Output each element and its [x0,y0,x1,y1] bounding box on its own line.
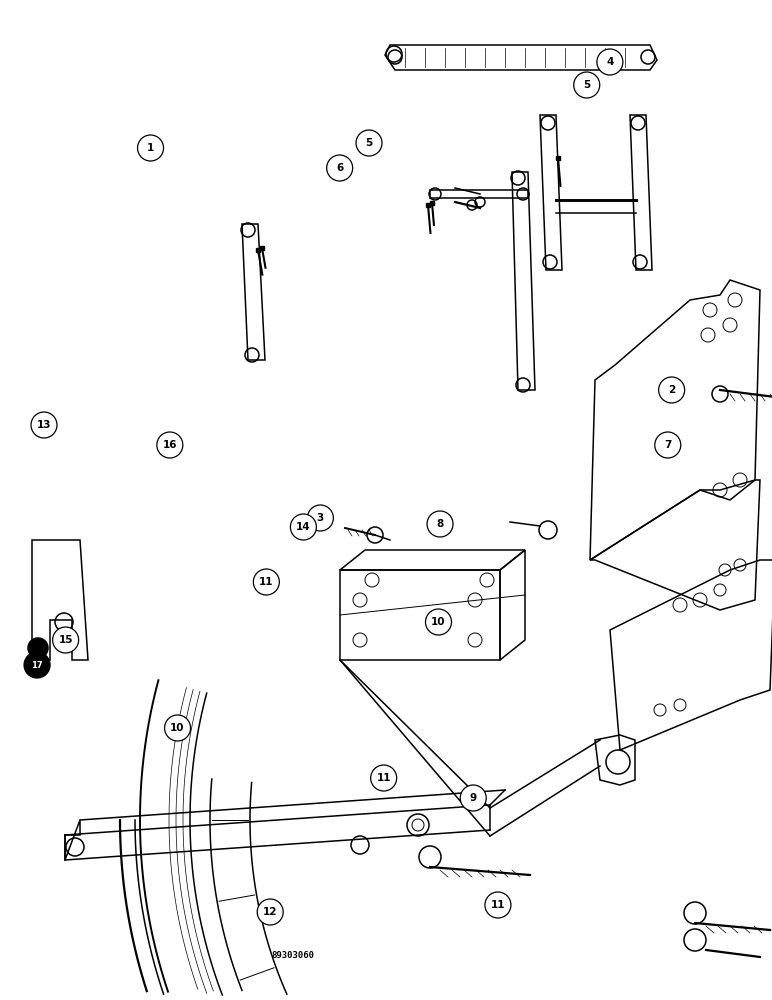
Text: 11: 11 [259,577,273,587]
Text: 11: 11 [491,900,505,910]
Circle shape [659,377,685,403]
Circle shape [327,155,353,181]
Text: 4: 4 [606,57,614,67]
Circle shape [164,715,191,741]
Circle shape [460,785,486,811]
Text: 7: 7 [664,440,672,450]
Circle shape [157,432,183,458]
Text: 16: 16 [163,440,177,450]
Circle shape [137,135,164,161]
Text: 5: 5 [365,138,373,148]
Circle shape [574,72,600,98]
Circle shape [257,899,283,925]
Circle shape [655,432,681,458]
Circle shape [356,130,382,156]
Circle shape [485,892,511,918]
Text: 11: 11 [377,773,391,783]
Circle shape [371,765,397,791]
Text: 17: 17 [31,661,43,670]
Circle shape [52,627,79,653]
Text: 6: 6 [336,163,344,173]
Circle shape [425,609,452,635]
Text: 2: 2 [668,385,676,395]
Text: 3: 3 [317,513,324,523]
Circle shape [427,511,453,537]
Text: 12: 12 [263,907,277,917]
Text: 14: 14 [296,522,310,532]
Circle shape [24,652,50,678]
Circle shape [307,505,334,531]
Circle shape [290,514,317,540]
Circle shape [597,49,623,75]
Circle shape [31,412,57,438]
Text: 1: 1 [147,143,154,153]
Text: 10: 10 [432,617,445,627]
Circle shape [28,638,48,658]
Text: 8: 8 [436,519,444,529]
Text: 89303060: 89303060 [272,950,315,960]
Text: 9: 9 [469,793,477,803]
Text: 15: 15 [59,635,73,645]
Text: 5: 5 [583,80,591,90]
Text: 13: 13 [37,420,51,430]
Circle shape [253,569,279,595]
Text: 10: 10 [171,723,185,733]
